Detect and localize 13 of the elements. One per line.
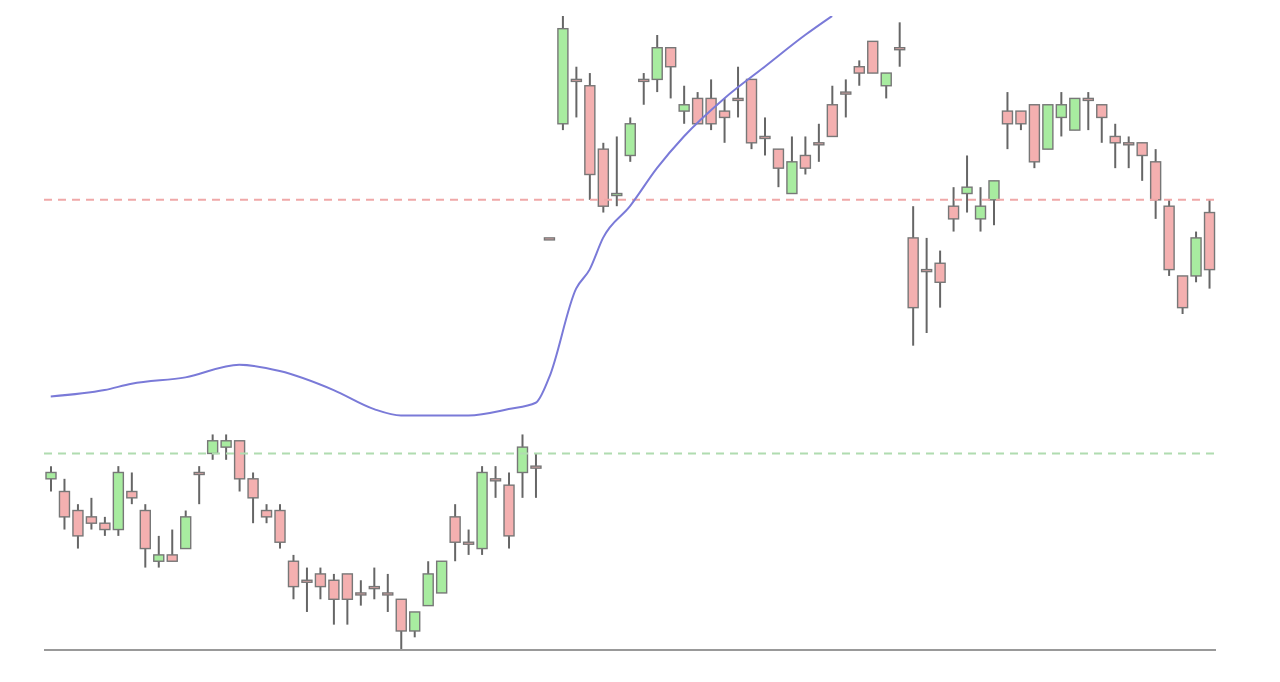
- candlestick: [139, 503, 151, 569]
- candlestick: [180, 509, 192, 550]
- candlestick: [624, 116, 636, 163]
- candlestick: [45, 465, 57, 493]
- candlestick: [1096, 103, 1108, 144]
- candlestick: [988, 179, 1000, 227]
- candlestick: [813, 122, 825, 163]
- candlestick: [961, 154, 973, 214]
- candlestick: [382, 572, 394, 613]
- candlestick: [826, 84, 839, 138]
- candlestick: [193, 465, 205, 506]
- candlestick: [840, 78, 852, 119]
- candlestick: [974, 186, 987, 233]
